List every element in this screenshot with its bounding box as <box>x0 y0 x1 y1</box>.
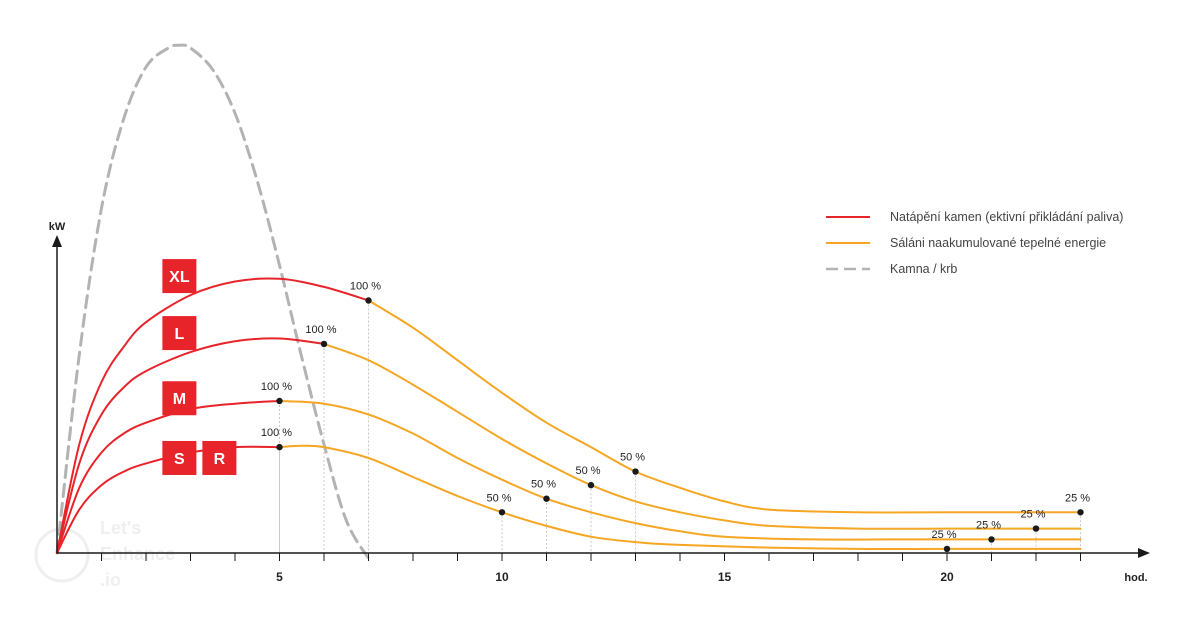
series-s-r-marker-label-0: 100 % <box>261 427 292 439</box>
series-m-radiant-line <box>278 400 1082 541</box>
x-tick-label-15: 15 <box>718 570 732 584</box>
legend-label-0: Natápění kamen (ektivní přikládání paliv… <box>890 210 1123 224</box>
series-l-heating-line <box>56 337 325 554</box>
markers: 100 % 50 % 25 % 100 % 50 % 25 % 100 % 50 % 25 % 1… <box>261 281 1090 553</box>
x-axis-arrow-icon <box>1138 548 1150 558</box>
series-l-marker-2 <box>1032 525 1040 532</box>
series-l-marker-label-0: 100 % <box>305 324 336 336</box>
x-tick-label-5: 5 <box>276 570 283 584</box>
series-xl-heating-line <box>56 277 370 554</box>
legend: Natápění kamen (ektivní přikládání paliv… <box>826 210 1123 276</box>
series-l-marker-label-1: 50 % <box>575 465 600 477</box>
x-tick-label-20: 20 <box>940 570 954 584</box>
size-box-m <box>162 381 197 416</box>
series-l-marker-1 <box>587 481 595 489</box>
series-l-marker-0 <box>320 340 328 348</box>
series-l-marker-label-2: 25 % <box>1020 509 1045 521</box>
series-s-r-marker-1 <box>498 509 506 516</box>
size-label-l: L <box>174 326 184 343</box>
legend-label-1: Sáláni naakumulované tepelné energie <box>890 236 1106 250</box>
series-m-marker-0 <box>276 397 283 405</box>
size-label-r: R <box>214 451 226 468</box>
y-axis-title: kW <box>49 221 66 233</box>
series-group <box>56 277 1082 554</box>
watermark-line-3: .io <box>100 570 121 590</box>
series-m-marker-label-2: 25 % <box>976 519 1001 531</box>
series-xl-radiant-line <box>367 299 1082 514</box>
series-xl-marker-label-1: 50 % <box>620 452 645 464</box>
size-label-m: M <box>173 391 186 408</box>
legend-label-2: Kamna / krb <box>890 262 957 276</box>
series-xl-marker-label-2: 25 % <box>1065 492 1090 504</box>
series-m-heating-line <box>56 400 281 554</box>
x-tick-label-10: 10 <box>495 570 509 584</box>
series-s-r-marker-label-2: 25 % <box>931 529 956 541</box>
series-m-marker-label-1: 50 % <box>531 479 556 491</box>
watermark-line-1: Let's <box>100 518 141 538</box>
series-m-marker-1 <box>543 495 550 502</box>
size-box-l <box>162 316 197 351</box>
y-axis-arrow-icon <box>52 235 62 247</box>
watermark: Let's Enhance .io <box>34 518 175 590</box>
size-labels: XL L M S R <box>162 259 237 475</box>
stove-curve <box>55 43 370 560</box>
size-box-xl <box>162 259 197 294</box>
stove-series <box>55 43 370 560</box>
series-s-r-marker-label-1: 50 % <box>486 492 511 504</box>
x-axis-title: hod. <box>1124 572 1147 584</box>
series-l-radiant-line <box>323 342 1082 530</box>
watermark-line-2: Enhance <box>100 544 175 564</box>
series-m-marker-2 <box>988 536 995 543</box>
series-s-r-marker-0 <box>276 443 283 451</box>
series-xl-marker-0 <box>365 297 372 304</box>
size-box-s <box>162 440 197 475</box>
series-xl-marker-label-0: 100 % <box>350 281 381 293</box>
series-m-marker-label-0: 100 % <box>261 381 292 393</box>
series-s-r-radiant-line <box>278 444 1082 551</box>
size-label-s: S <box>174 451 185 468</box>
axes: 5 10 15 20 hod. kW <box>49 221 1150 584</box>
series-xl-marker-1 <box>632 468 639 475</box>
series-s-r-marker-2 <box>943 545 951 553</box>
series-xl-marker-2 <box>1077 509 1084 516</box>
size-label-xl: XL <box>169 269 190 286</box>
size-box-r <box>202 440 237 475</box>
